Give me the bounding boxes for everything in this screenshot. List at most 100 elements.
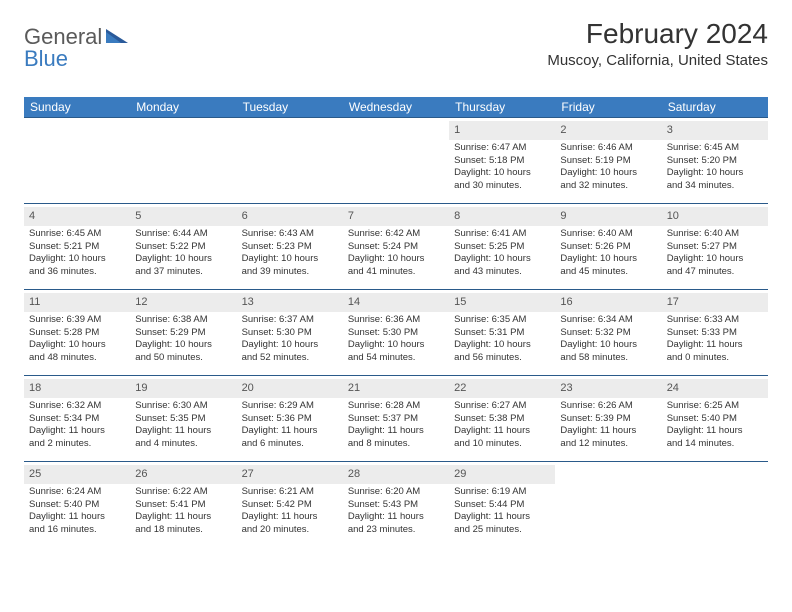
day-number: 12 [130,293,236,312]
sunrise-line: Sunrise: 6:36 AM [348,314,444,327]
daylight-line: Daylight: 10 hours [560,167,656,180]
sunset-line: Sunset: 5:34 PM [29,413,125,426]
sunset-line: Sunset: 5:35 PM [135,413,231,426]
sunrise-line: Sunrise: 6:30 AM [135,400,231,413]
sunset-line: Sunset: 5:25 PM [454,241,550,254]
day-number: 25 [24,465,130,484]
day-number: 9 [555,207,661,226]
calendar-day-cell: 20Sunrise: 6:29 AMSunset: 5:36 PMDayligh… [237,376,343,462]
calendar-day-cell: 10Sunrise: 6:40 AMSunset: 5:27 PMDayligh… [662,204,768,290]
daylight-line: Daylight: 11 hours [667,339,763,352]
sunrise-line: Sunrise: 6:45 AM [667,142,763,155]
calendar-day-cell: 4Sunrise: 6:45 AMSunset: 5:21 PMDaylight… [24,204,130,290]
daylight-line: Daylight: 10 hours [135,253,231,266]
sunrise-line: Sunrise: 6:38 AM [135,314,231,327]
calendar-day-cell: 22Sunrise: 6:27 AMSunset: 5:38 PMDayligh… [449,376,555,462]
daylight-line: and 8 minutes. [348,438,444,451]
sunrise-line: Sunrise: 6:32 AM [29,400,125,413]
sunrise-line: Sunrise: 6:44 AM [135,228,231,241]
sunset-line: Sunset: 5:24 PM [348,241,444,254]
daylight-line: Daylight: 10 hours [242,339,338,352]
calendar-day-cell: 12Sunrise: 6:38 AMSunset: 5:29 PMDayligh… [130,290,236,376]
calendar-day-cell [555,462,661,548]
daylight-line: Daylight: 11 hours [242,425,338,438]
sunrise-line: Sunrise: 6:47 AM [454,142,550,155]
daylight-line: Daylight: 10 hours [560,339,656,352]
day-number: 5 [130,207,236,226]
sunset-line: Sunset: 5:21 PM [29,241,125,254]
day-number: 17 [662,293,768,312]
day-number: 6 [237,207,343,226]
calendar-table: Sunday Monday Tuesday Wednesday Thursday… [24,97,768,548]
daylight-line: and 10 minutes. [454,438,550,451]
brand-triangle-icon [106,27,128,48]
calendar-day-cell: 16Sunrise: 6:34 AMSunset: 5:32 PMDayligh… [555,290,661,376]
sunset-line: Sunset: 5:38 PM [454,413,550,426]
calendar-day-cell: 23Sunrise: 6:26 AMSunset: 5:39 PMDayligh… [555,376,661,462]
calendar-day-cell: 3Sunrise: 6:45 AMSunset: 5:20 PMDaylight… [662,118,768,204]
daylight-line: Daylight: 10 hours [348,253,444,266]
daylight-line: and 54 minutes. [348,352,444,365]
calendar-day-cell: 5 Sunrise: 6:44 AMSunset: 5:22 PMDaylight… [130,204,236,290]
calendar-day-cell: 15Sunrise: 6:35 AMSunset: 5:31 PMDayligh… [449,290,555,376]
day-number: 26 [130,465,236,484]
empty-day [343,121,449,138]
daylight-line: Daylight: 11 hours [560,425,656,438]
daylight-line: Daylight: 10 hours [454,339,550,352]
empty-day [237,121,343,138]
sunrise-line: Sunrise: 6:21 AM [242,486,338,499]
day-number: 16 [555,293,661,312]
sunrise-line: Sunrise: 6:43 AM [242,228,338,241]
daylight-line: and 34 minutes. [667,180,763,193]
sunrise-line: Sunrise: 6:33 AM [667,314,763,327]
daylight-line: Daylight: 11 hours [135,511,231,524]
calendar-day-cell [662,462,768,548]
day-number: 1 [449,121,555,140]
daylight-line: and 16 minutes. [29,524,125,537]
sunrise-line: Sunrise: 6:28 AM [348,400,444,413]
calendar-day-cell: 24Sunrise: 6:25 AMSunset: 5:40 PMDayligh… [662,376,768,462]
day-header: Tuesday [237,97,343,118]
calendar-day-cell: 2Sunrise: 6:46 AMSunset: 5:19 PMDaylight… [555,118,661,204]
sunset-line: Sunset: 5:40 PM [29,499,125,512]
daylight-line: and 58 minutes. [560,352,656,365]
daylight-line: and 0 minutes. [667,352,763,365]
day-header: Friday [555,97,661,118]
daylight-line: Daylight: 11 hours [135,425,231,438]
calendar-day-cell: 13Sunrise: 6:37 AMSunset: 5:30 PMDayligh… [237,290,343,376]
sunrise-line: Sunrise: 6:45 AM [29,228,125,241]
sunrise-line: Sunrise: 6:37 AM [242,314,338,327]
day-number: 13 [237,293,343,312]
daylight-line: Daylight: 11 hours [348,425,444,438]
day-number: 10 [662,207,768,226]
sunset-line: Sunset: 5:44 PM [454,499,550,512]
calendar-day-cell: 29Sunrise: 6:19 AMSunset: 5:44 PMDayligh… [449,462,555,548]
daylight-line: Daylight: 10 hours [454,167,550,180]
sunrise-line: Sunrise: 6:25 AM [667,400,763,413]
sunset-line: Sunset: 5:22 PM [135,241,231,254]
day-number: 27 [237,465,343,484]
daylight-line: Daylight: 11 hours [29,511,125,524]
sunrise-line: Sunrise: 6:27 AM [454,400,550,413]
daylight-line: Daylight: 10 hours [135,339,231,352]
empty-day [24,121,130,138]
daylight-line: Daylight: 11 hours [29,425,125,438]
daylight-line: and 52 minutes. [242,352,338,365]
day-number: 20 [237,379,343,398]
day-number: 22 [449,379,555,398]
calendar-day-cell: 1 Sunrise: 6:47 AMSunset: 5:18 PMDaylight… [449,118,555,204]
empty-day [662,465,768,482]
calendar-day-cell: 21Sunrise: 6:28 AMSunset: 5:37 PMDayligh… [343,376,449,462]
daylight-line: and 36 minutes. [29,266,125,279]
calendar-body: 1Sunrise: 6:47 AMSunset: 5:18 PMDaylight… [24,118,768,548]
calendar-day-cell: 9Sunrise: 6:40 AMSunset: 5:26 PMDaylight… [555,204,661,290]
day-number: 28 [343,465,449,484]
daylight-line: and 30 minutes. [454,180,550,193]
day-header: Saturday [662,97,768,118]
calendar-day-cell [130,118,236,204]
daylight-line: Daylight: 11 hours [242,511,338,524]
sunset-line: Sunset: 5:18 PM [454,155,550,168]
calendar-day-cell: 19Sunrise: 6:30 AMSunset: 5:35 PMDayligh… [130,376,236,462]
calendar-day-cell: 7Sunrise: 6:42 AMSunset: 5:24 PMDaylight… [343,204,449,290]
sunrise-line: Sunrise: 6:19 AM [454,486,550,499]
